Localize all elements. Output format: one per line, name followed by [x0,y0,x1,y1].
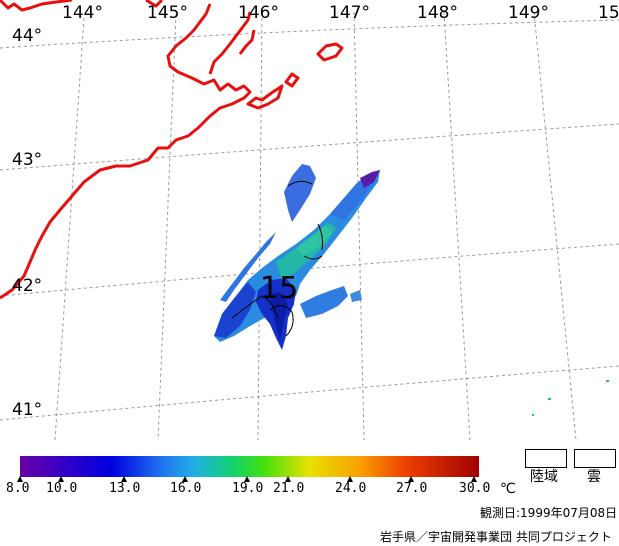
contour-label: 15 [260,271,298,306]
lon-label-145: 145° [147,3,188,23]
lat-label-44: 44° [12,26,43,46]
credit-line: 岩手県／宇宙開発事業団 共同プロジェクト [380,530,612,544]
scale-tick-marks [17,476,477,482]
observation-date: 観測日:1999年07月08日 [480,506,618,520]
lon-label-144: 144° [62,3,103,23]
land-legend-label: 陸域 [530,469,558,485]
lon-label-150: 15 [598,3,619,23]
scale-tick-30: 30.0 [459,481,491,496]
lat-label-42: 42° [12,276,43,296]
scale-tick-10: 10.0 [46,481,78,496]
land-speckles [532,380,609,416]
lon-label-149: 149° [508,3,549,23]
isotherm-contours [231,180,323,337]
scale-tick-16: 16.0 [170,481,202,496]
lon-label-147: 147° [329,3,370,23]
scale-tick-8: 8.0 [6,481,30,496]
lat-label-41: 41° [12,400,43,420]
cloud-legend-swatch [574,449,616,468]
lon-label-148: 148° [417,3,458,23]
cloud-legend-label: 雲 [587,469,601,485]
scale-tick-24: 24.0 [335,481,367,496]
lat-label-43: 43° [12,150,43,170]
sst-map: 15 [0,0,619,440]
scale-tick-27: 27.0 [396,481,428,496]
scale-tick-21: 21.0 [273,481,305,496]
temperature-unit: ℃ [500,481,516,497]
coastline [0,0,344,300]
scale-tick-13: 13.0 [109,481,141,496]
scale-tick-19: 19.0 [232,481,264,496]
lon-label-146: 146° [238,3,279,23]
land-legend-swatch [525,449,567,468]
graticule [0,11,619,440]
temperature-color-scale [20,456,479,477]
sst-swath [214,164,380,350]
